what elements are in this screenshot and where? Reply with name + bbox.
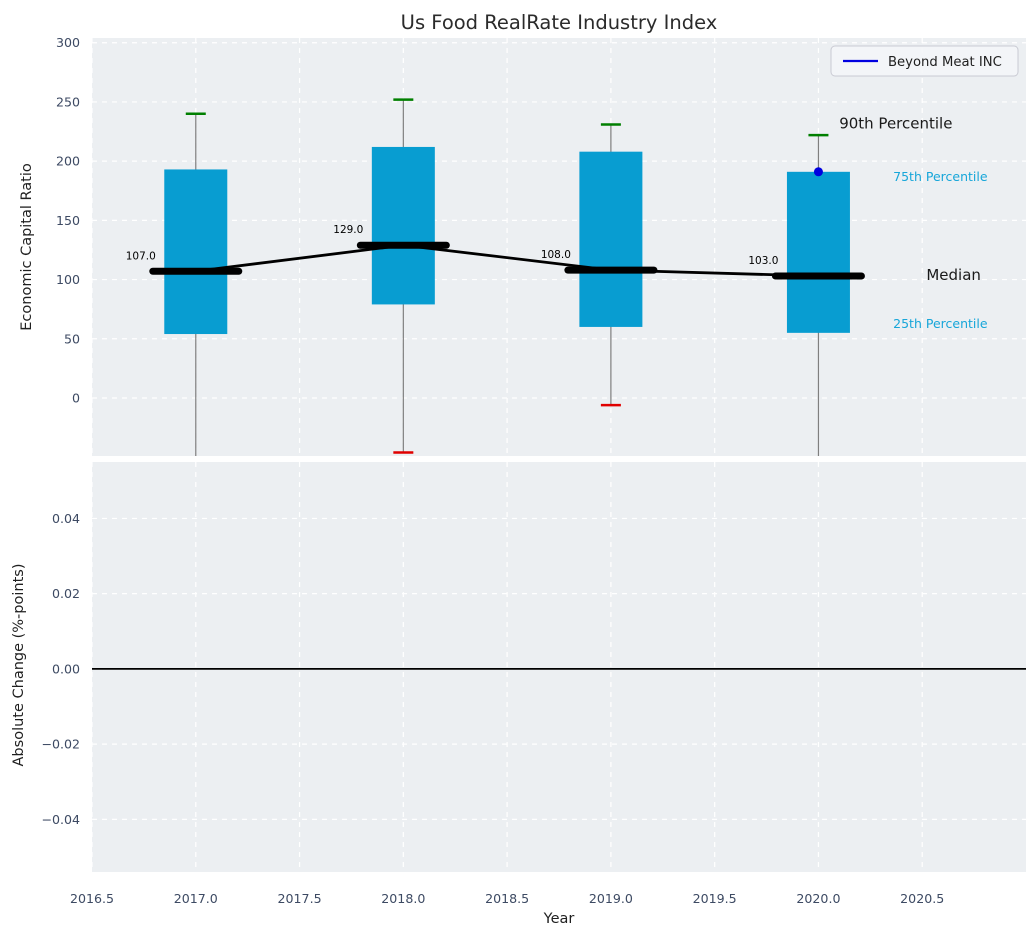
tick-labels: 0 50 100 150 200 250 300 0.04 0.02 0.00 −0.02 −0.04… <box>41 35 944 906</box>
y-tick-label-top: 200 <box>56 154 80 169</box>
y-tick-label-top: 300 <box>56 35 80 50</box>
bottom-plot-area <box>92 462 1026 872</box>
x-tick-label: 2018.5 <box>485 891 529 906</box>
x-tick-label: 2019.5 <box>693 891 737 906</box>
bottom-gridlines <box>91 462 1026 872</box>
median-value-label-2020: 103.0 <box>748 255 778 267</box>
x-tick-label: 2018.0 <box>381 891 425 906</box>
x-tick-label: 2016.5 <box>70 891 114 906</box>
annotation-25th-percentile: 25th Percentile <box>893 316 988 331</box>
y-tick-label-bottom: −0.04 <box>41 812 80 827</box>
median-value-label-2017: 107.0 <box>126 250 156 262</box>
annotation-90th-percentile: 90th Percentile <box>839 115 952 133</box>
top-plot-data: 107.0 129.0 108.0 103.0 <box>126 98 865 456</box>
box-2018 <box>371 146 435 305</box>
top-plot-area <box>92 38 1026 456</box>
legend-box <box>830 45 1019 77</box>
y-tick-label-bottom: 0.00 <box>52 661 80 676</box>
y-tick-label-top: 150 <box>56 213 80 228</box>
x-tick-label: 2017.0 <box>174 891 218 906</box>
y-tick-label-top: 0 <box>72 390 80 405</box>
x-tick-label: 2020.0 <box>796 891 840 906</box>
annotation-median: Median <box>926 266 981 284</box>
y-tick-label-bottom: 0.02 <box>52 586 80 601</box>
y-axis-label-bottom: Absolute Change (%-points) <box>11 564 27 767</box>
legend-label: Beyond Meat INC <box>888 55 1002 70</box>
y-axis-label-top: Economic Capital Ratio <box>19 163 35 331</box>
median-trend-line <box>195 243 819 278</box>
y-tick-label-top: 250 <box>56 94 80 109</box>
box-2017 <box>164 169 228 335</box>
median-value-label-2019: 108.0 <box>541 249 571 261</box>
y-tick-label-bottom: −0.02 <box>41 737 80 752</box>
y-tick-label-top: 50 <box>64 331 80 346</box>
chart-title: Us Food RealRate Industry Index <box>401 11 718 34</box>
box-2020 <box>786 171 850 333</box>
legend: Beyond Meat INC <box>830 45 1019 77</box>
x-tick-label: 2017.5 <box>278 891 322 906</box>
y-tick-label-bottom: 0.04 <box>52 511 80 526</box>
x-tick-label: 2019.0 <box>589 891 633 906</box>
beyond-meat-marker <box>813 167 823 177</box>
annotation-75th-percentile: 75th Percentile <box>893 169 988 184</box>
median-value-label-2018: 129.0 <box>333 224 363 236</box>
x-tick-label: 2020.5 <box>900 891 944 906</box>
y-tick-label-top: 100 <box>56 272 80 287</box>
x-axis-label: Year <box>543 911 575 927</box>
box-2019 <box>579 151 643 327</box>
